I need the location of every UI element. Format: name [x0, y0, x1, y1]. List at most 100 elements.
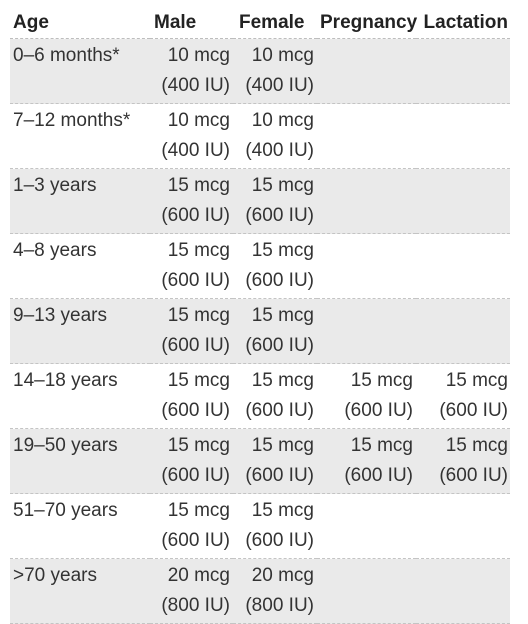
female-value-cell: 15 mcg (600 IU) [233, 298, 317, 364]
female-mcg-amount: 15 mcg [251, 370, 314, 391]
female-value-cell: 15 mcg (600 IU) [233, 428, 317, 494]
male-iu-amount: (600 IU) [161, 530, 230, 551]
pregnancy-mcg-amount: 15 mcg [350, 370, 413, 391]
female-mcg-amount: 15 mcg [251, 175, 314, 196]
female-mcg-amount: 15 mcg [251, 240, 314, 261]
pregnancy-value-cell: 15 mcg (600 IU) [317, 363, 416, 429]
table-row: 19–50 years 15 mcg (600 IU) 15 mcg (600 IU) 1… [10, 428, 510, 494]
male-iu-amount: (600 IU) [161, 205, 230, 226]
female-value-cell: 20 mcg (800 IU) [233, 558, 317, 624]
male-mcg-amount: 15 mcg [167, 370, 230, 391]
pregnancy-mcg-amount: 15 mcg [350, 435, 413, 456]
lactation-value-cell [416, 103, 510, 169]
female-value-cell: 15 mcg (600 IU) [233, 363, 317, 429]
female-iu-amount: (600 IU) [245, 270, 314, 291]
female-iu-amount: (400 IU) [245, 140, 314, 161]
female-iu-amount: (600 IU) [245, 465, 314, 486]
column-header-age: Age [10, 8, 150, 39]
pregnancy-iu-amount: (600 IU) [344, 400, 413, 421]
female-mcg-amount: 15 mcg [251, 500, 314, 521]
male-value-cell: 10 mcg (400 IU) [150, 103, 233, 169]
table-row: 1–3 years 15 mcg (600 IU) 15 mcg (600 IU) [10, 168, 510, 234]
pregnancy-value-cell [317, 298, 416, 364]
female-mcg-amount: 10 mcg [251, 110, 314, 131]
female-iu-amount: (600 IU) [245, 335, 314, 356]
female-mcg-amount: 20 mcg [251, 565, 314, 586]
female-value-cell: 15 mcg (600 IU) [233, 168, 317, 234]
lactation-iu-amount: (600 IU) [439, 465, 508, 486]
male-value-cell: 15 mcg (600 IU) [150, 428, 233, 494]
female-value-cell: 15 mcg (600 IU) [233, 233, 317, 299]
male-value-cell: 10 mcg (400 IU) [150, 38, 233, 104]
lactation-value-cell [416, 558, 510, 624]
male-iu-amount: (600 IU) [161, 335, 230, 356]
table-body: 0–6 months* 10 mcg (400 IU) 10 mcg (400 IU) 7… [10, 38, 510, 624]
female-value-cell: 10 mcg (400 IU) [233, 103, 317, 169]
male-iu-amount: (600 IU) [161, 465, 230, 486]
female-value-cell: 15 mcg (600 IU) [233, 493, 317, 559]
pregnancy-iu-amount: (600 IU) [344, 465, 413, 486]
male-mcg-amount: 15 mcg [167, 240, 230, 261]
table-row: 4–8 years 15 mcg (600 IU) 15 mcg (600 IU) [10, 233, 510, 299]
column-header-female: Female [233, 8, 317, 39]
age-group-cell: 0–6 months* [10, 38, 150, 104]
pregnancy-value-cell [317, 493, 416, 559]
female-iu-amount: (400 IU) [245, 75, 314, 96]
lactation-value-cell [416, 168, 510, 234]
female-iu-amount: (600 IU) [245, 400, 314, 421]
female-mcg-amount: 15 mcg [251, 435, 314, 456]
pregnancy-value-cell [317, 168, 416, 234]
male-mcg-amount: 15 mcg [167, 500, 230, 521]
male-iu-amount: (400 IU) [161, 75, 230, 96]
table-row: 51–70 years 15 mcg (600 IU) 15 mcg (600 IU) [10, 493, 510, 559]
table-row: >70 years 20 mcg (800 IU) 20 mcg (800 IU) [10, 558, 510, 624]
age-group-cell: 1–3 years [10, 168, 150, 234]
table-header-row: Age Male Female Pregnancy Lactation [10, 8, 510, 39]
male-value-cell: 15 mcg (600 IU) [150, 493, 233, 559]
male-iu-amount: (600 IU) [161, 270, 230, 291]
age-group-cell: 51–70 years [10, 493, 150, 559]
male-value-cell: 15 mcg (600 IU) [150, 168, 233, 234]
male-value-cell: 15 mcg (600 IU) [150, 363, 233, 429]
female-iu-amount: (800 IU) [245, 595, 314, 616]
male-mcg-amount: 20 mcg [167, 565, 230, 586]
female-value-cell: 10 mcg (400 IU) [233, 38, 317, 104]
lactation-value-cell: 15 mcg (600 IU) [416, 363, 510, 429]
pregnancy-value-cell [317, 558, 416, 624]
pregnancy-value-cell [317, 103, 416, 169]
pregnancy-value-cell [317, 38, 416, 104]
column-header-male: Male [150, 8, 233, 39]
male-value-cell: 15 mcg (600 IU) [150, 233, 233, 299]
lactation-value-cell [416, 233, 510, 299]
female-iu-amount: (600 IU) [245, 205, 314, 226]
male-mcg-amount: 10 mcg [167, 110, 230, 131]
lactation-mcg-amount: 15 mcg [445, 435, 508, 456]
male-iu-amount: (600 IU) [161, 400, 230, 421]
age-group-cell: 19–50 years [10, 428, 150, 494]
female-iu-amount: (600 IU) [245, 530, 314, 551]
lactation-mcg-amount: 15 mcg [445, 370, 508, 391]
table-row: 14–18 years 15 mcg (600 IU) 15 mcg (600 IU) 1… [10, 363, 510, 429]
cropped-row-edge [120, 0, 420, 3]
pregnancy-value-cell: 15 mcg (600 IU) [317, 428, 416, 494]
male-mcg-amount: 15 mcg [167, 175, 230, 196]
lactation-value-cell [416, 493, 510, 559]
table-row: 0–6 months* 10 mcg (400 IU) 10 mcg (400 IU) [10, 38, 510, 104]
female-mcg-amount: 10 mcg [251, 45, 314, 66]
age-group-cell: >70 years [10, 558, 150, 624]
lactation-value-cell [416, 298, 510, 364]
lactation-value-cell: 15 mcg (600 IU) [416, 428, 510, 494]
male-value-cell: 20 mcg (800 IU) [150, 558, 233, 624]
female-mcg-amount: 15 mcg [251, 305, 314, 326]
age-group-cell: 14–18 years [10, 363, 150, 429]
table-row: 9–13 years 15 mcg (600 IU) 15 mcg (600 IU) [10, 298, 510, 364]
vitamin-d-rda-table: Age Male Female Pregnancy Lactation 0–6 … [10, 8, 510, 624]
lactation-iu-amount: (600 IU) [439, 400, 508, 421]
age-group-cell: 9–13 years [10, 298, 150, 364]
male-mcg-amount: 10 mcg [167, 45, 230, 66]
column-header-pregnancy: Pregnancy [317, 8, 417, 39]
male-iu-amount: (800 IU) [161, 595, 230, 616]
lactation-value-cell [416, 38, 510, 104]
male-iu-amount: (400 IU) [161, 140, 230, 161]
column-header-lactation: Lactation [416, 8, 510, 39]
